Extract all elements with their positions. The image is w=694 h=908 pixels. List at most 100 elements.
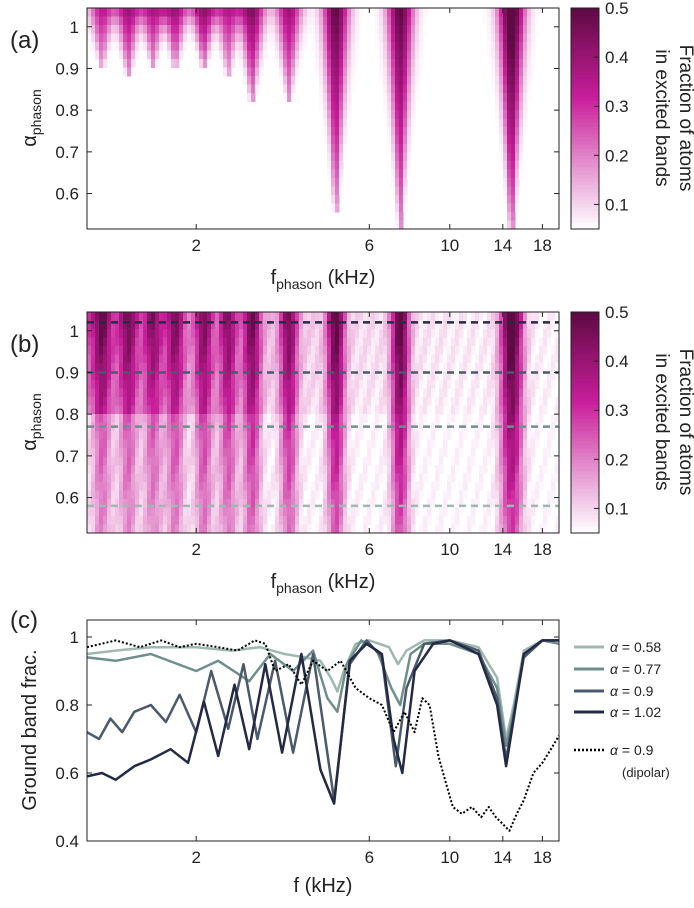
heatmap-cell [323, 371, 328, 381]
heatmap-cell [335, 67, 340, 77]
heatmap-cell [95, 16, 100, 26]
heatmap-cell [399, 84, 404, 94]
heatmap-cell [227, 346, 232, 355]
heatmap-cell [243, 312, 248, 321]
heatmap-cell [227, 380, 232, 389]
heatmap-cell [227, 16, 232, 26]
heatmap-cell [243, 8, 248, 17]
heatmap-cell [399, 16, 404, 26]
heatmap-cell [411, 127, 416, 136]
heatmap-cell [147, 25, 152, 34]
heatmap-cell [351, 50, 356, 60]
heatmap-cell [163, 354, 168, 364]
heatmap-cell [299, 50, 304, 60]
heatmap-cell [515, 414, 520, 423]
colorbar-cell [571, 529, 599, 534]
heatmap-cell [479, 397, 484, 406]
colorbar-cell [571, 481, 599, 486]
heatmap-cell [143, 482, 148, 491]
heatmap-cell [451, 456, 456, 466]
heatmap-cell [419, 414, 424, 423]
heatmap-cell [155, 388, 160, 398]
heatmap-cell [323, 363, 328, 372]
heatmap-cell [211, 363, 216, 372]
heatmap-cell [311, 397, 316, 406]
heatmap-cell [279, 25, 284, 34]
colorbar-cell [571, 488, 599, 494]
heatmap-cell [243, 16, 248, 26]
heatmap-cell [407, 380, 412, 389]
heatmap-cell [411, 84, 416, 94]
heatmap-cell [183, 465, 188, 474]
panel-a-colorbar-ticks: 0.10.20.30.40.5 [594, 0, 629, 214]
heatmap-cell [87, 354, 92, 364]
heatmap-cell [279, 499, 284, 508]
heatmap-cell [311, 371, 316, 381]
heatmap-cell [219, 25, 224, 34]
heatmap-cell [223, 354, 228, 364]
heatmap-cell [283, 50, 288, 60]
heatmap-cell [363, 363, 368, 372]
heatmap-cell [287, 33, 292, 43]
heatmap-cell [499, 354, 504, 364]
colorbar-cell [571, 507, 599, 512]
heatmap-cell [167, 25, 172, 34]
heatmap-cell [203, 371, 208, 381]
heatmap-cell [523, 499, 528, 508]
colorbar-cell [571, 151, 599, 156]
heatmap-cell [175, 312, 180, 321]
heatmap-cell [323, 490, 328, 500]
heatmap-cell [239, 363, 244, 372]
heatmap-cell [503, 363, 508, 372]
heatmap-cell [311, 320, 316, 330]
heatmap-cell [531, 33, 536, 43]
x-tick-label: 2 [191, 236, 200, 255]
heatmap-cell [251, 76, 256, 85]
heatmap-cell [399, 195, 404, 204]
heatmap-cell [331, 135, 336, 145]
heatmap-cell [535, 431, 540, 440]
heatmap-cell [195, 50, 200, 60]
heatmap-cell [511, 127, 516, 136]
panel-a-colorbar [571, 8, 599, 230]
colorbar-cell [571, 440, 599, 446]
heatmap-cell [423, 524, 428, 534]
heatmap-cell [435, 414, 440, 423]
heatmap-cell [243, 482, 248, 491]
heatmap-cell [463, 465, 468, 474]
heatmap-cell [331, 42, 336, 51]
heatmap-cell [415, 354, 420, 364]
x-tick-label: 6 [365, 848, 374, 867]
heatmap-cell [387, 8, 392, 17]
heatmap-cell [131, 59, 136, 68]
heatmap-cell [359, 363, 364, 372]
heatmap-cell [95, 312, 100, 321]
heatmap-cell [143, 448, 148, 457]
y-tick-label: 0.6 [55, 764, 79, 783]
heatmap-cell [171, 507, 176, 517]
heatmap-cell [483, 380, 488, 389]
heatmap-cell [355, 499, 360, 508]
heatmap-cell [167, 329, 172, 338]
heatmap-cell [155, 524, 160, 534]
heatmap-cell [251, 524, 256, 534]
heatmap-cell [335, 422, 340, 432]
heatmap-cell [191, 516, 196, 525]
heatmap-cell [291, 312, 296, 321]
heatmap-cell [87, 439, 92, 449]
heatmap-cell [427, 397, 432, 406]
heatmap-cell [399, 439, 404, 449]
heatmap-cell [315, 42, 320, 51]
heatmap-cell [507, 203, 512, 213]
heatmap-cell [271, 371, 276, 381]
heatmap-cell [311, 439, 316, 449]
heatmap-cell [335, 42, 340, 51]
heatmap-cell [327, 33, 332, 43]
heatmap-cell [395, 101, 400, 111]
heatmap-cell [311, 448, 316, 457]
heatmap-cell [291, 456, 296, 466]
heatmap-cell [515, 8, 520, 17]
heatmap-cell [335, 414, 340, 423]
heatmap-cell [131, 312, 136, 321]
heatmap-cell [103, 346, 108, 355]
